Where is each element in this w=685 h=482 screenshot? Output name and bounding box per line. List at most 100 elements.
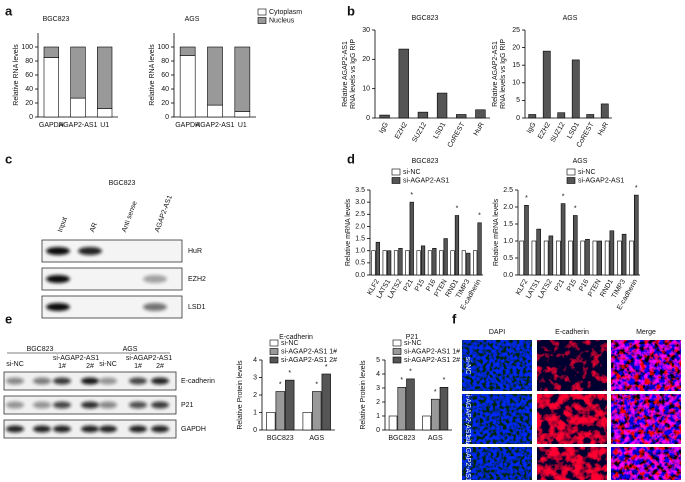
blot-band — [6, 401, 24, 409]
bar-segment — [97, 108, 113, 118]
bar — [466, 252, 471, 276]
column-label: E-cadherin — [555, 329, 589, 336]
bar — [519, 240, 525, 276]
x-tick-label: IgG — [526, 121, 538, 134]
y-tick-label: 2.5 — [355, 211, 365, 218]
y-axis-label: RNA levels vs IgG RIP — [500, 39, 507, 109]
blot-band — [33, 401, 51, 409]
legend-label: si-AGAP2-AS1 1# — [404, 348, 460, 355]
blot-strip — [41, 267, 183, 291]
bar — [604, 240, 610, 276]
significance-mark: * — [434, 389, 437, 396]
bar-segment — [207, 104, 223, 118]
y-tick-label: 1 — [253, 409, 257, 416]
blot-band — [81, 425, 99, 433]
y-tick-label: 3.0 — [355, 199, 365, 206]
y-axis-label: Relative mRNA levels — [345, 198, 352, 266]
bar — [568, 240, 573, 276]
blot-band — [129, 377, 147, 385]
micrograph — [611, 394, 681, 444]
bar — [393, 250, 399, 276]
blot-band — [53, 377, 71, 385]
bar — [536, 228, 541, 276]
bar-segment — [179, 55, 196, 118]
legend-swatch — [269, 356, 279, 364]
legend-swatch — [392, 356, 402, 364]
lane-label: si-AGAP2-AS1 — [53, 355, 99, 362]
bar-segment — [43, 46, 59, 58]
blot-band — [143, 275, 167, 283]
bar — [531, 240, 537, 276]
bar — [397, 386, 407, 431]
y-tick-label: 30 — [362, 27, 370, 34]
blot-row-label: E-cadherin — [181, 378, 215, 385]
bar — [461, 250, 466, 276]
y-tick-label: 4 — [253, 357, 257, 364]
micrograph — [462, 394, 532, 444]
significance-mark: * — [325, 364, 328, 371]
x-tick-label: BGC823 — [388, 435, 415, 442]
legend-swatch — [269, 348, 279, 355]
legend-swatch — [391, 168, 401, 176]
bar — [443, 238, 448, 276]
bar-segment — [97, 46, 113, 109]
lane-label: si-AGAP2-AS1 — [126, 355, 172, 362]
bar — [398, 48, 409, 119]
lane-label: Anti sense — [121, 200, 139, 233]
bar-segment — [70, 97, 86, 118]
bar — [585, 239, 590, 276]
y-axis-label: Relative Protein levels — [360, 360, 367, 430]
micrograph — [537, 394, 607, 444]
significance-mark: * — [288, 370, 291, 377]
bar — [597, 240, 602, 276]
y-tick-label: 0 — [366, 115, 370, 122]
y-tick-label: 80 — [161, 58, 169, 65]
micrograph — [537, 340, 607, 391]
y-tick-label: 20 — [362, 56, 370, 63]
legend-swatch — [392, 339, 402, 347]
bar — [454, 215, 460, 276]
y-tick-label: 20 — [25, 100, 33, 107]
blot-band — [53, 425, 71, 433]
bar — [629, 240, 634, 276]
bar — [375, 241, 380, 276]
x-tick-label: AGS — [309, 435, 324, 442]
legend-swatch — [257, 8, 267, 16]
y-tick-label: 5 — [516, 97, 520, 104]
y-axis-label: Relative AGAP2-AS1 — [492, 41, 499, 107]
column-label: DAPI — [489, 329, 505, 336]
bar — [430, 398, 440, 431]
blot-band — [6, 377, 24, 385]
panel-label: a — [5, 3, 13, 18]
y-tick-label: 2.5 — [503, 187, 513, 194]
y-tick-label: 3 — [376, 385, 380, 392]
legend-swatch — [269, 339, 279, 347]
y-tick-label: 5 — [376, 357, 380, 364]
chart-title: AGS — [563, 15, 578, 22]
blot-row-label: GAPDH — [181, 426, 206, 433]
blot-band — [33, 377, 51, 385]
legend-swatch — [391, 177, 401, 184]
panel-label: b — [347, 3, 355, 18]
y-tick-label: 40 — [25, 86, 33, 93]
y-axis-label: Relative Protein levels — [237, 360, 244, 430]
bar — [432, 247, 437, 276]
y-axis-label: Relative mRNA levels — [493, 198, 500, 266]
bar — [580, 240, 586, 276]
y-tick-label: 10 — [512, 80, 520, 87]
x-tick-label: P15 — [414, 278, 426, 292]
legend-label: si-AGAP2-AS1 1# — [281, 348, 337, 355]
bar — [387, 250, 392, 276]
y-tick-label: 1.0 — [503, 238, 513, 245]
group-label: BGC823 — [27, 346, 54, 353]
bar — [275, 391, 285, 431]
y-tick-label: 80 — [25, 58, 33, 65]
chart-title: BGC823 — [43, 16, 70, 23]
bar — [382, 250, 387, 276]
bar — [473, 250, 478, 276]
y-axis-label: Relative AGAP2-AS1 — [342, 41, 349, 107]
bar — [542, 50, 551, 119]
legend-swatch — [566, 168, 576, 176]
significance-mark: * — [478, 213, 481, 220]
y-tick-label: 10 — [362, 86, 370, 93]
